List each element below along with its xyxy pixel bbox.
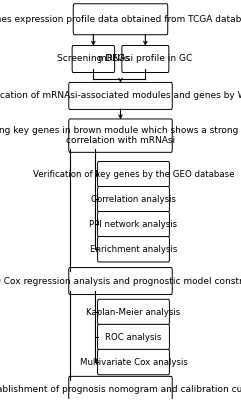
Text: LASSO Cox regression analysis and prognostic model construction: LASSO Cox regression analysis and progno… [0,276,241,286]
FancyBboxPatch shape [98,186,169,212]
FancyBboxPatch shape [98,236,169,262]
Text: Enrichment analysis: Enrichment analysis [90,245,177,254]
FancyBboxPatch shape [122,46,169,72]
FancyBboxPatch shape [69,119,172,152]
Text: Multivariate Cox analysis: Multivariate Cox analysis [80,358,187,366]
Text: ROC analysis: ROC analysis [105,332,162,342]
Text: Identification of mRNAsi-associated modules and genes by WGCNA: Identification of mRNAsi-associated modu… [0,92,241,100]
FancyBboxPatch shape [98,349,169,375]
Text: mRNAsi profile in GC: mRNAsi profile in GC [98,54,193,64]
FancyBboxPatch shape [98,299,169,325]
FancyBboxPatch shape [69,376,172,400]
FancyBboxPatch shape [69,82,172,110]
Text: Screening DEGs: Screening DEGs [57,54,130,64]
FancyBboxPatch shape [98,162,169,187]
Text: Screening key genes in brown module which shows a strong positive
correlation wi: Screening key genes in brown module whic… [0,126,241,145]
Text: Kaplan-Meier analysis: Kaplan-Meier analysis [86,308,181,316]
Text: Correlation analysis: Correlation analysis [91,195,176,204]
FancyBboxPatch shape [73,4,168,35]
FancyBboxPatch shape [72,46,115,72]
Text: Establishment of prognosis nomogram and calibration curve: Establishment of prognosis nomogram and … [0,385,241,394]
FancyBboxPatch shape [98,212,169,237]
Text: PPI network analysis: PPI network analysis [89,220,178,229]
FancyBboxPatch shape [98,324,169,350]
FancyBboxPatch shape [69,268,172,294]
Text: Verification of key genes by the GEO database: Verification of key genes by the GEO dat… [33,170,234,179]
Text: Genes expression profile data obtained from TCGA database: Genes expression profile data obtained f… [0,15,241,24]
